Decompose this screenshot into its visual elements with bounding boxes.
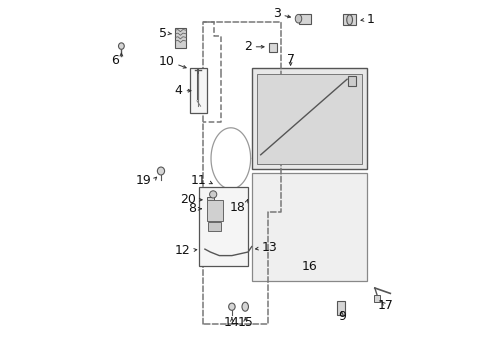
Text: 8: 8 xyxy=(188,202,196,215)
Bar xyxy=(199,187,247,266)
Text: 20: 20 xyxy=(180,193,196,206)
Bar xyxy=(206,197,213,203)
Text: 3: 3 xyxy=(272,7,280,20)
Ellipse shape xyxy=(118,43,124,49)
Text: 19: 19 xyxy=(136,174,151,187)
Ellipse shape xyxy=(228,303,235,310)
Text: 12: 12 xyxy=(174,244,190,257)
Text: 5: 5 xyxy=(159,27,166,40)
Text: 2: 2 xyxy=(244,40,251,53)
Ellipse shape xyxy=(346,15,352,25)
Text: 18: 18 xyxy=(229,201,244,214)
Bar xyxy=(347,76,355,86)
Bar xyxy=(298,14,310,24)
Bar xyxy=(175,28,186,48)
Text: 11: 11 xyxy=(190,174,206,186)
Text: 17: 17 xyxy=(377,299,393,312)
Text: 6: 6 xyxy=(111,54,119,67)
Bar xyxy=(206,200,223,221)
Bar xyxy=(373,295,379,302)
Ellipse shape xyxy=(242,302,248,311)
Bar xyxy=(342,14,356,25)
Text: 13: 13 xyxy=(261,241,277,254)
Ellipse shape xyxy=(157,167,164,175)
Bar xyxy=(257,74,361,164)
Bar xyxy=(190,68,206,113)
Bar xyxy=(268,43,276,52)
Ellipse shape xyxy=(295,14,301,23)
Circle shape xyxy=(209,191,216,198)
Text: 16: 16 xyxy=(301,260,317,273)
Bar xyxy=(208,222,221,231)
Text: 14: 14 xyxy=(224,316,239,329)
Text: 10: 10 xyxy=(158,55,174,68)
Bar xyxy=(337,301,344,315)
Bar xyxy=(251,68,366,169)
Bar xyxy=(251,173,366,281)
Text: 15: 15 xyxy=(237,316,253,329)
Text: 7: 7 xyxy=(286,53,294,66)
Text: 1: 1 xyxy=(366,13,373,26)
Text: 9: 9 xyxy=(337,310,345,323)
Text: 4: 4 xyxy=(174,84,182,97)
